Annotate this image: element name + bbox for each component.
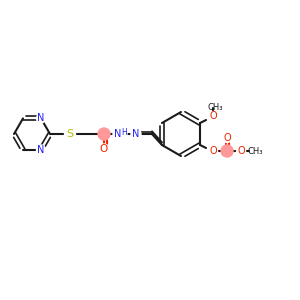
Text: N: N: [37, 113, 45, 123]
Text: S: S: [66, 129, 74, 139]
Text: O: O: [209, 111, 217, 121]
Text: N: N: [37, 145, 45, 154]
Text: CH₃: CH₃: [207, 103, 223, 112]
Circle shape: [99, 144, 109, 154]
Circle shape: [64, 128, 76, 140]
Circle shape: [208, 146, 217, 155]
Text: O: O: [209, 146, 217, 156]
Circle shape: [113, 127, 127, 141]
Circle shape: [208, 112, 217, 121]
Circle shape: [237, 146, 246, 155]
Circle shape: [223, 134, 232, 142]
Text: O: O: [223, 133, 231, 143]
Circle shape: [221, 145, 233, 157]
Text: O: O: [237, 146, 245, 156]
Circle shape: [98, 128, 110, 140]
Text: N: N: [114, 129, 121, 139]
Circle shape: [37, 145, 46, 154]
Text: O: O: [100, 144, 108, 154]
Text: CH₃: CH₃: [247, 146, 263, 155]
Text: N: N: [132, 129, 140, 139]
Circle shape: [131, 129, 141, 139]
Text: H: H: [121, 128, 127, 137]
Circle shape: [37, 114, 46, 123]
